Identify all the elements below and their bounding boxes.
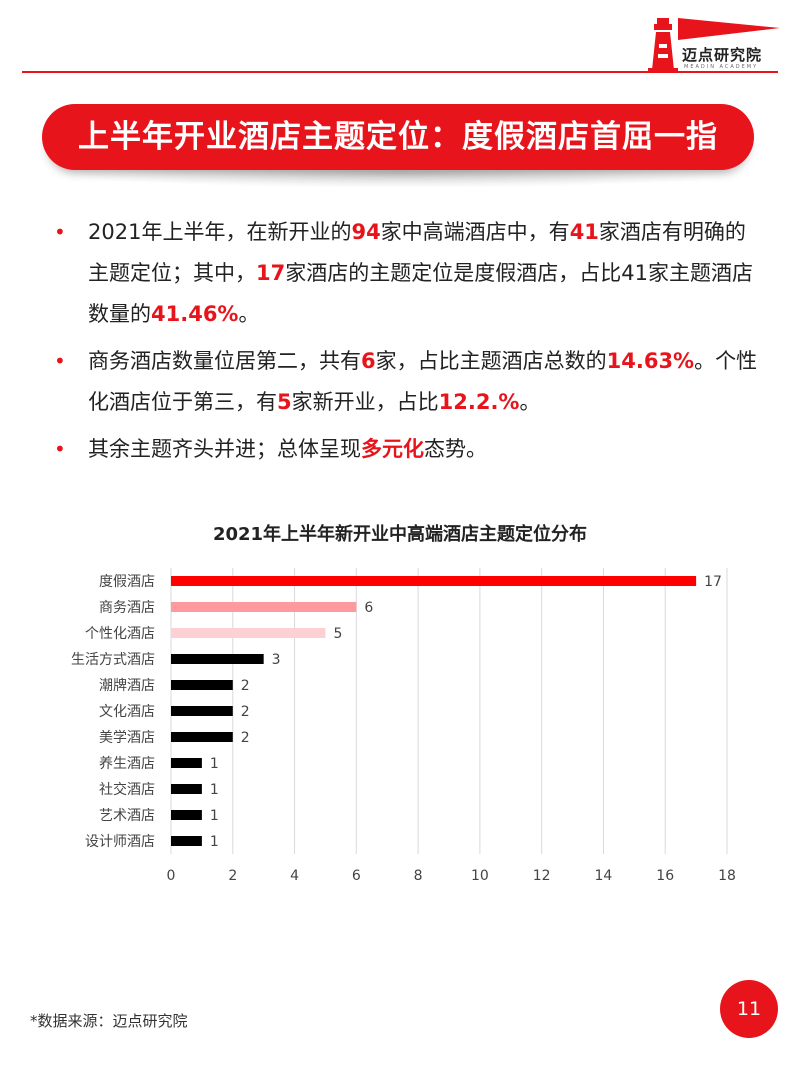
- data-label: 6: [364, 600, 373, 616]
- data-label: 17: [704, 574, 722, 590]
- data-label: 1: [210, 808, 219, 824]
- x-tick-label: 10: [471, 868, 489, 884]
- bar: [171, 836, 202, 846]
- bar: [171, 576, 697, 586]
- bullet-text: 2021年上半年，在新开业的: [88, 220, 352, 244]
- bullet-dot-icon: •: [54, 437, 66, 461]
- x-tick-label: 0: [167, 868, 176, 884]
- highlight-text: 41.46%: [151, 302, 239, 326]
- x-tick-label: 16: [656, 868, 674, 884]
- category-label: 美学酒店: [99, 730, 155, 746]
- bullet-item: • 其余主题齐头并进；总体呈现多元化态势。: [50, 429, 760, 470]
- x-tick-label: 12: [533, 868, 551, 884]
- category-label: 生活方式酒店: [71, 652, 155, 668]
- highlight-text: 5: [277, 390, 292, 414]
- x-tick-label: 14: [595, 868, 613, 884]
- highlight-text: 多元化: [361, 437, 424, 461]
- category-label: 个性化酒店: [85, 626, 155, 642]
- page-number: 11: [720, 980, 778, 1038]
- chart-title: 2021年上半年新开业中高端酒店主题定位分布: [212, 524, 588, 545]
- x-tick-label: 8: [414, 868, 423, 884]
- highlight-text: 14.63%: [606, 349, 695, 373]
- category-label: 度假酒店: [99, 574, 155, 590]
- bar: [171, 706, 233, 716]
- category-label: 商务酒店: [99, 600, 155, 616]
- bullet-text: 。: [519, 390, 541, 414]
- category-label: 社交酒店: [99, 781, 155, 798]
- bullet-text: 其余主题齐头并进；总体呈现: [88, 437, 361, 461]
- x-tick-label: 4: [290, 868, 299, 884]
- bar: [171, 602, 357, 612]
- highlight-text: 94: [351, 220, 381, 244]
- bullet-dot-icon: •: [54, 220, 66, 244]
- title-banner: 上半年开业酒店主题定位：度假酒店首屈一指: [42, 104, 754, 170]
- highlight-text: 17: [256, 261, 286, 285]
- bar: [171, 628, 326, 638]
- category-label: 潮牌酒店: [99, 677, 155, 694]
- category-label: 文化酒店: [99, 704, 155, 720]
- bullet-text: 商务酒店数量位居第二，共有: [88, 349, 361, 373]
- data-label: 1: [210, 782, 219, 798]
- data-label: 5: [333, 626, 342, 642]
- logo-subtitle: MEADIN ACADEMY: [684, 64, 759, 70]
- data-label: 1: [210, 756, 219, 772]
- data-label: 1: [210, 834, 219, 850]
- bullet-dot-icon: •: [54, 349, 66, 373]
- bullet-item: • 2021年上半年，在新开业的94家中高端酒店中，有41家酒店有明确的主题定位；…: [50, 212, 760, 335]
- bullet-text: 家中高端酒店中，有: [380, 220, 570, 244]
- x-tick-label: 6: [352, 868, 361, 884]
- bar: [171, 758, 202, 768]
- data-label: 2: [241, 730, 250, 746]
- category-label: 设计师酒店: [85, 834, 155, 850]
- bullet-text: 家酒店的主题定位是度假酒店，占比41家主题酒店数量的: [88, 261, 753, 326]
- bar: [171, 732, 233, 742]
- bar: [171, 680, 233, 690]
- bullet-text: 家酒店有明确的主题定位；其中，: [88, 220, 746, 285]
- bullet-text: 。个性化酒店位于第三，有: [88, 349, 758, 414]
- bar: [171, 810, 202, 820]
- bullet-text: 家，占比主题酒店总数的: [375, 349, 607, 373]
- data-label: 2: [241, 704, 250, 720]
- bullet-item: • 商务酒店数量位居第二，共有6家，占比主题酒店总数的14.63%。个性化酒店位于…: [50, 341, 760, 423]
- bullet-text: 。: [238, 302, 260, 326]
- x-tick-label: 2: [228, 868, 237, 884]
- lighthouse-icon: [648, 18, 780, 72]
- bullet-text: 家新开业，占比: [291, 390, 439, 414]
- data-source-note: *数据来源：迈点研究院: [30, 1012, 188, 1030]
- category-label: 养生酒店: [99, 756, 155, 772]
- bar: [171, 784, 202, 794]
- category-label: 艺术酒店: [99, 808, 155, 824]
- highlight-text: 6: [361, 349, 376, 373]
- page-title: 上半年开业酒店主题定位：度假酒店首屈一指: [78, 119, 718, 155]
- bullet-list: • 2021年上半年，在新开业的94家中高端酒店中，有41家酒店有明确的主题定位；…: [50, 212, 760, 476]
- highlight-text: 41: [569, 220, 599, 244]
- x-tick-label: 18: [718, 868, 736, 884]
- highlight-text: 12.2.%: [438, 390, 520, 414]
- bar: [171, 654, 264, 664]
- data-label: 2: [241, 678, 250, 694]
- header-divider: [22, 71, 778, 73]
- brand-logo: 迈点研究院 MEADIN ACADEMY: [640, 14, 790, 74]
- bullet-text: 态势。: [424, 437, 487, 461]
- logo-text: 迈点研究院: [682, 46, 763, 64]
- data-label: 3: [272, 652, 281, 668]
